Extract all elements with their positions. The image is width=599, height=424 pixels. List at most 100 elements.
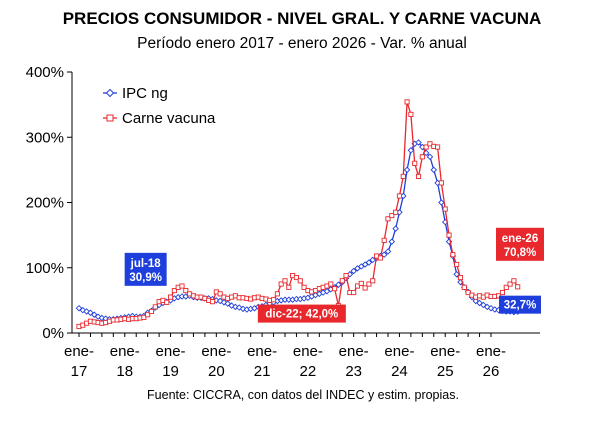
data-point	[339, 278, 345, 284]
x-tick-label: ene-	[64, 343, 94, 360]
data-point	[91, 311, 98, 318]
annotation-box	[496, 227, 544, 261]
data-point	[442, 206, 448, 212]
data-point	[491, 306, 499, 313]
data-point	[435, 144, 441, 150]
annotation-value: 30,9%	[129, 272, 162, 284]
data-point	[179, 283, 185, 289]
data-point	[83, 308, 90, 315]
y-tick-label: 400%	[26, 64, 64, 81]
series-carne-vacuna	[76, 99, 521, 330]
series-layer	[75, 99, 521, 330]
data-point	[216, 297, 224, 305]
annotation-value: 70,8%	[504, 247, 537, 259]
data-point	[377, 255, 383, 261]
data-point	[75, 304, 83, 312]
x-tick-label: 19	[162, 363, 179, 380]
data-point	[94, 313, 102, 320]
data-point	[282, 278, 288, 284]
data-point	[145, 312, 151, 318]
annotation-callout: 32,7%	[499, 295, 541, 314]
x-tick-label: ene-	[384, 343, 414, 360]
data-point	[343, 273, 349, 279]
data-point	[454, 261, 460, 268]
data-point	[427, 141, 433, 147]
x-tick-label: 22	[300, 363, 317, 380]
data-point	[403, 166, 411, 174]
y-tick-label: 100%	[26, 260, 64, 277]
data-point	[152, 304, 158, 310]
data-point	[358, 280, 364, 286]
data-point	[438, 180, 444, 186]
data-point	[79, 306, 87, 314]
data-point	[476, 299, 483, 307]
x-tick-label: ene-	[293, 343, 323, 360]
x-tick-label: ene-	[201, 343, 231, 360]
annotation-label: jul-18	[130, 258, 162, 270]
data-point	[354, 283, 361, 289]
x-tick-label: ene-	[156, 343, 186, 360]
data-point	[380, 251, 388, 258]
x-tick-label: ene-	[110, 343, 140, 360]
annotation-box	[499, 295, 541, 314]
data-point	[365, 259, 373, 266]
legend: IPC ng Carne vacuna	[103, 85, 216, 127]
annotation-callout: dic-22; 42,0%	[257, 304, 346, 323]
data-point	[183, 288, 189, 294]
data-point	[419, 154, 425, 160]
annotation-label: 32,7%	[504, 300, 537, 312]
legend-label: Carne vacuna	[122, 110, 216, 127]
data-point	[396, 193, 402, 199]
data-point	[217, 291, 223, 297]
series-line	[78, 141, 518, 320]
data-point	[209, 299, 216, 305]
data-point	[297, 278, 303, 284]
y-tick-label: 300%	[26, 129, 64, 146]
source-note: Fuente: CICCRA, con datos del INDEC y es…	[147, 388, 459, 402]
legend-item: IPC ng	[103, 85, 168, 102]
data-point	[423, 144, 429, 150]
data-point	[293, 274, 299, 281]
y-tick-label: 200%	[26, 195, 64, 212]
x-tick-label: 25	[437, 363, 454, 380]
data-point	[381, 237, 387, 243]
data-point	[438, 199, 445, 206]
legend-item: Carne vacuna	[103, 110, 216, 127]
chart-title: PRECIOS CONSUMIDOR - NIVEL GRAL. Y CARNE…	[63, 9, 542, 28]
data-point	[168, 294, 174, 300]
data-point	[148, 308, 155, 315]
annotation-label: dic-22; 42,0%	[265, 309, 338, 321]
data-point	[351, 289, 357, 296]
data-point	[274, 291, 280, 297]
annotation-box	[257, 304, 346, 323]
data-point	[415, 173, 422, 179]
data-point	[388, 238, 396, 245]
data-point	[228, 302, 235, 309]
data-point	[426, 153, 434, 161]
legend-label: IPC ng	[122, 85, 168, 102]
data-point	[335, 281, 342, 288]
data-point	[499, 289, 505, 296]
series-line	[78, 101, 519, 328]
data-point	[450, 252, 456, 258]
data-point	[511, 278, 517, 284]
legend-swatch-marker	[105, 88, 115, 98]
data-point	[400, 173, 406, 179]
data-point	[286, 284, 292, 290]
legend-swatch-marker	[106, 114, 114, 122]
data-point	[515, 284, 521, 290]
x-tick-label: 20	[208, 363, 225, 380]
data-point	[366, 281, 372, 287]
x-tick-label: 18	[116, 363, 133, 380]
x-tick-label: 23	[345, 363, 362, 380]
data-point	[393, 209, 399, 215]
annotation-label: ene-26	[502, 233, 538, 245]
annotation-callout: jul-18 30,9%	[124, 252, 167, 286]
x-tick-label: ene-	[339, 343, 369, 360]
annotation-box	[124, 252, 167, 286]
axes: 0% 100% 200% 300% 400% ene- 17 ene- 18 ene- 19 ene-…	[26, 64, 540, 380]
x-tick-label: ene-	[476, 343, 506, 360]
data-point	[332, 286, 338, 292]
